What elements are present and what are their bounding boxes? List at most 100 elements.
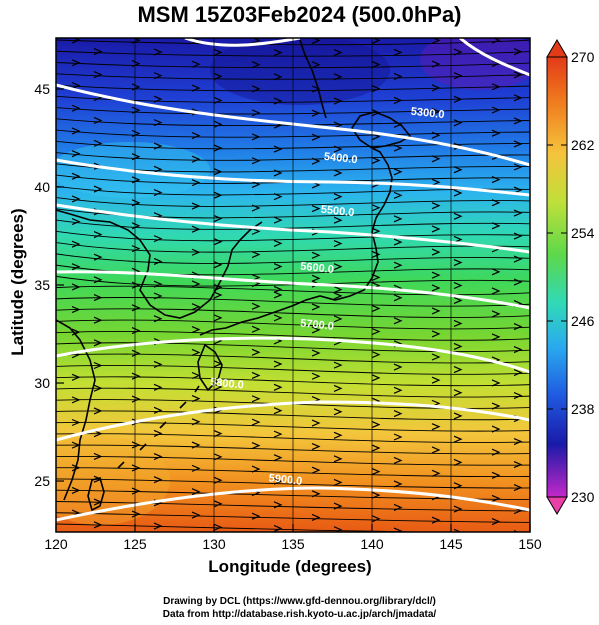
- wind-arrow: [393, 96, 403, 104]
- wind-arrow: [93, 316, 103, 324]
- wind-arrow: [453, 95, 463, 103]
- wind-arrow: [213, 261, 223, 269]
- wind-arrow: [431, 60, 441, 68]
- wind-arrow: [251, 371, 261, 380]
- wind-arrow: [273, 407, 283, 415]
- wind-arrow: [393, 410, 403, 418]
- x-tick-label: 145: [439, 536, 463, 552]
- contour-label: 5900.0: [268, 472, 303, 487]
- wind-arrow: [71, 263, 81, 271]
- wind-arrow: [213, 48, 223, 56]
- wind-arrow: [273, 430, 283, 438]
- wind-arrow: [131, 441, 141, 449]
- wind-arrow: [251, 465, 261, 473]
- wind-arrow: [251, 348, 261, 356]
- wind-arrow: [191, 511, 201, 519]
- wind-arrow: [393, 191, 403, 199]
- wind-arrow: [333, 169, 343, 177]
- wind-arrow: [371, 156, 381, 165]
- wind-arrow: [431, 330, 441, 338]
- wind-arrow: [191, 348, 201, 357]
- wind-arrow: [213, 191, 223, 199]
- wind-arrow: [93, 430, 103, 438]
- wind-arrow: [213, 429, 223, 438]
- streamline: [56, 107, 530, 115]
- wind-arrow: [431, 84, 441, 92]
- height-contours: [56, 38, 530, 522]
- wind-arrow: [273, 216, 283, 224]
- streamline: [56, 253, 530, 264]
- wind-arrow: [93, 384, 103, 392]
- wind-arrow: [311, 349, 321, 357]
- wind-arrow: [491, 379, 501, 387]
- streamline: [56, 152, 530, 161]
- colorbar-tick-label: 246: [571, 313, 595, 329]
- wind-arrow: [213, 72, 223, 80]
- wind-arrow: [93, 116, 103, 125]
- wind-arrow: [333, 408, 343, 416]
- wind-arrow: [93, 521, 103, 529]
- wind-arrow: [273, 360, 283, 368]
- wind-arrow: [131, 245, 141, 253]
- wind-arrow: [311, 61, 321, 69]
- wind-arrow: [311, 274, 321, 282]
- wind-arrow: [71, 172, 81, 180]
- wind-arrow: [491, 222, 501, 230]
- wind-arrow: [93, 253, 103, 261]
- wind-arrow: [393, 48, 403, 56]
- wind-arrow: [93, 185, 103, 193]
- wind-arrow: [393, 386, 403, 394]
- wind-arrow: [153, 95, 163, 103]
- wind-arrow: [153, 452, 163, 461]
- wind-arrow: [71, 396, 81, 404]
- wind-arrow: [153, 383, 163, 391]
- wind-arrow: [191, 60, 201, 68]
- wind-arrow: [153, 189, 163, 197]
- wind-arrow: [491, 287, 501, 295]
- wind-arrow: [153, 165, 163, 173]
- x-axis-label: Longitude (degrees): [208, 557, 372, 576]
- wind-arrow: [191, 488, 201, 496]
- wind-arrow: [453, 389, 463, 397]
- wind-arrow: [453, 212, 463, 220]
- wind-arrow: [273, 501, 283, 509]
- graticule: [134, 38, 452, 532]
- wind-arrow: [491, 310, 501, 318]
- wind-arrow: [311, 205, 321, 213]
- wind-arrow: [93, 230, 103, 239]
- wind-arrow: [71, 373, 81, 381]
- coastlines: [56, 39, 412, 512]
- wind-arrow: [513, 232, 523, 240]
- colorbar-tick-label: 270: [571, 49, 595, 65]
- wind-arrow: [153, 522, 163, 530]
- x-tick-label: 130: [202, 536, 226, 552]
- wind-arrow: [71, 59, 81, 67]
- wind-arrow: [153, 429, 163, 437]
- colorbar: 270 262 254 246 238 230: [546, 39, 595, 515]
- wind-arrow: [93, 276, 103, 284]
- wind-arrow: [251, 109, 261, 117]
- streamline: [56, 444, 530, 455]
- wind-arrow: [453, 281, 463, 290]
- streamline: [56, 523, 430, 532]
- wind-arrow: [213, 120, 223, 128]
- streamline: [56, 73, 530, 80]
- wind-arrow: [453, 189, 463, 197]
- wind-arrow: [371, 250, 381, 258]
- streamline: [56, 62, 530, 69]
- wind-arrow: [513, 438, 523, 446]
- wind-arrow: [153, 119, 163, 127]
- wind-arrow: [251, 325, 261, 333]
- wind-arrow: [333, 431, 343, 439]
- wind-arrow: [431, 376, 441, 384]
- wind-arrow: [191, 325, 201, 334]
- wind-arrow: [71, 104, 81, 112]
- wind-arrow: [273, 49, 283, 57]
- wind-arrow: [311, 133, 321, 141]
- wind-arrow: [333, 239, 343, 248]
- wind-arrow: [393, 215, 403, 223]
- x-axis-ticks: 120 125 130 135 140 145 150: [44, 524, 542, 552]
- streamline: [56, 342, 530, 353]
- wind-arrow: [513, 323, 523, 331]
